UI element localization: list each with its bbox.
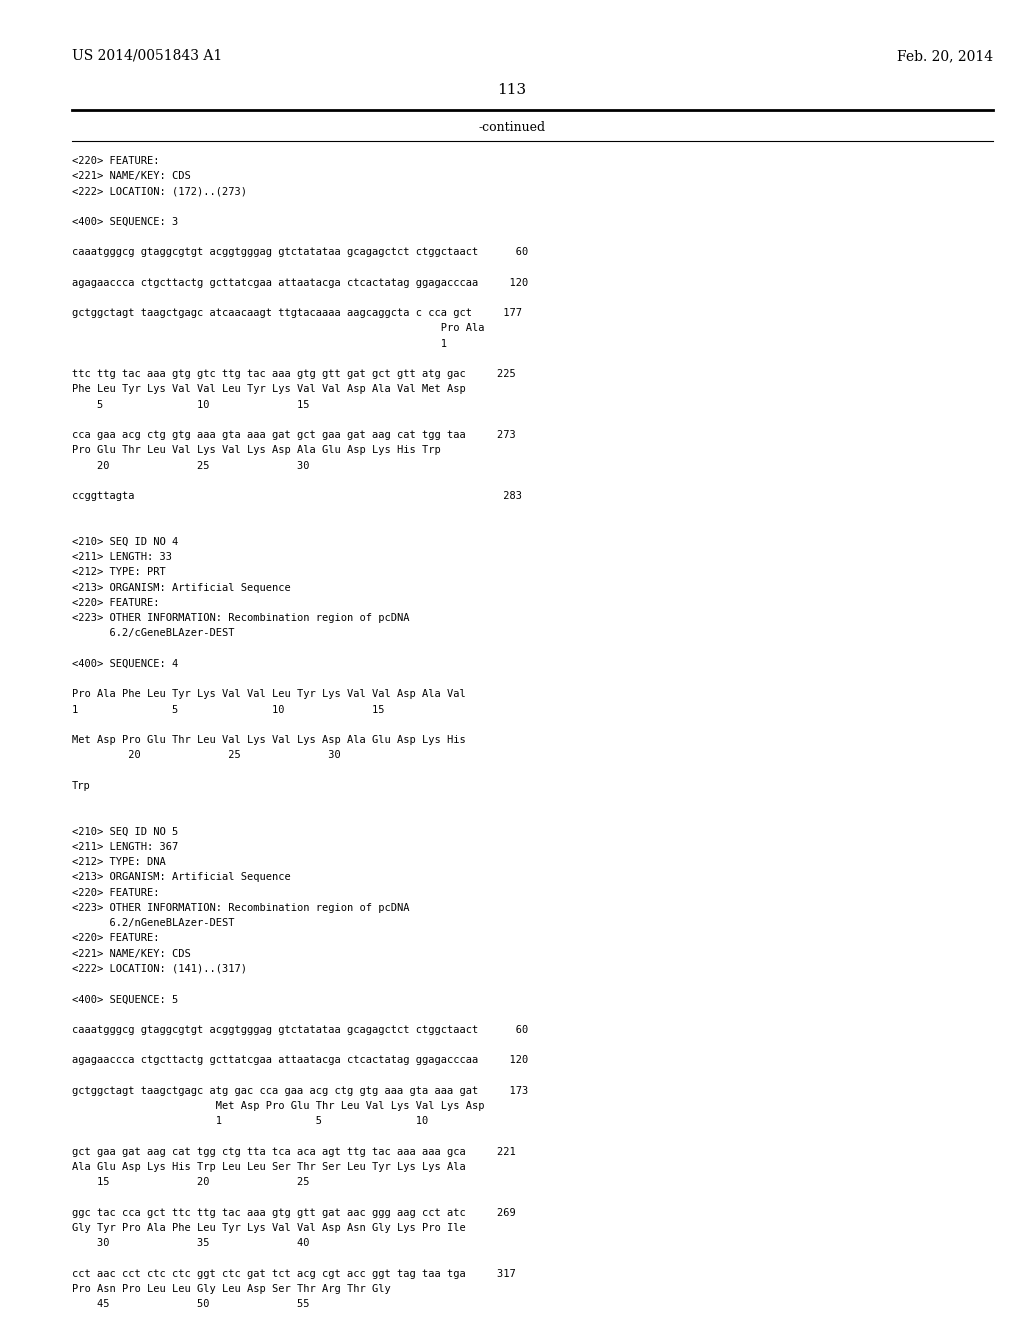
Text: <211> LENGTH: 33: <211> LENGTH: 33 — [72, 552, 172, 562]
Text: <210> SEQ ID NO 4: <210> SEQ ID NO 4 — [72, 537, 178, 546]
Text: <212> TYPE: DNA: <212> TYPE: DNA — [72, 857, 166, 867]
Text: <220> FEATURE:: <220> FEATURE: — [72, 933, 159, 944]
Text: Pro Asn Pro Leu Leu Gly Leu Asp Ser Thr Arg Thr Gly: Pro Asn Pro Leu Leu Gly Leu Asp Ser Thr … — [72, 1284, 390, 1294]
Text: Pro Glu Thr Leu Val Lys Val Lys Asp Ala Glu Asp Lys His Trp: Pro Glu Thr Leu Val Lys Val Lys Asp Ala … — [72, 445, 440, 455]
Text: caaatgggcg gtaggcgtgt acggtgggag gtctatataa gcagagctct ctggctaact      60: caaatgggcg gtaggcgtgt acggtgggag gtctata… — [72, 247, 528, 257]
Text: <213> ORGANISM: Artificial Sequence: <213> ORGANISM: Artificial Sequence — [72, 582, 291, 593]
Text: <221> NAME/KEY: CDS: <221> NAME/KEY: CDS — [72, 949, 190, 958]
Text: <222> LOCATION: (172)..(273): <222> LOCATION: (172)..(273) — [72, 186, 247, 197]
Text: Gly Tyr Pro Ala Phe Leu Tyr Lys Val Val Asp Asn Gly Lys Pro Ile: Gly Tyr Pro Ala Phe Leu Tyr Lys Val Val … — [72, 1222, 466, 1233]
Text: gctggctagt taagctgagc atg gac cca gaa acg ctg gtg aaa gta aaa gat     173: gctggctagt taagctgagc atg gac cca gaa ac… — [72, 1086, 528, 1096]
Text: <400> SEQUENCE: 3: <400> SEQUENCE: 3 — [72, 216, 178, 227]
Text: 45              50              55: 45 50 55 — [72, 1299, 309, 1309]
Text: <220> FEATURE:: <220> FEATURE: — [72, 887, 159, 898]
Text: 5               10              15: 5 10 15 — [72, 400, 309, 409]
Text: <400> SEQUENCE: 5: <400> SEQUENCE: 5 — [72, 994, 178, 1005]
Text: cca gaa acg ctg gtg aaa gta aaa gat gct gaa gat aag cat tgg taa     273: cca gaa acg ctg gtg aaa gta aaa gat gct … — [72, 430, 515, 440]
Text: 1               5               10: 1 5 10 — [72, 1117, 428, 1126]
Text: <211> LENGTH: 367: <211> LENGTH: 367 — [72, 842, 178, 851]
Text: 1: 1 — [72, 339, 446, 348]
Text: <212> TYPE: PRT: <212> TYPE: PRT — [72, 568, 166, 577]
Text: Met Asp Pro Glu Thr Leu Val Lys Val Lys Asp: Met Asp Pro Glu Thr Leu Val Lys Val Lys … — [72, 1101, 484, 1111]
Text: cct aac cct ctc ctc ggt ctc gat tct acg cgt acc ggt tag taa tga     317: cct aac cct ctc ctc ggt ctc gat tct acg … — [72, 1269, 515, 1279]
Text: agagaaccca ctgcttactg gcttatcgaa attaatacga ctcactatag ggagacccaa     120: agagaaccca ctgcttactg gcttatcgaa attaata… — [72, 277, 528, 288]
Text: gctggctagt taagctgagc atcaacaagt ttgtacaaaa aagcaggcta c cca gct     177: gctggctagt taagctgagc atcaacaagt ttgtaca… — [72, 308, 521, 318]
Text: <220> FEATURE:: <220> FEATURE: — [72, 156, 159, 166]
Text: ccggttagta                                                           283: ccggttagta 283 — [72, 491, 521, 502]
Text: <221> NAME/KEY: CDS: <221> NAME/KEY: CDS — [72, 172, 190, 181]
Text: Feb. 20, 2014: Feb. 20, 2014 — [897, 49, 993, 63]
Text: ttc ttg tac aaa gtg gtc ttg tac aaa gtg gtt gat gct gtt atg gac     225: ttc ttg tac aaa gtg gtc ttg tac aaa gtg … — [72, 370, 515, 379]
Text: 6.2/nGeneBLAzer-DEST: 6.2/nGeneBLAzer-DEST — [72, 917, 234, 928]
Text: 1               5               10              15: 1 5 10 15 — [72, 705, 384, 714]
Text: 20              25              30: 20 25 30 — [72, 461, 309, 471]
Text: Trp: Trp — [72, 781, 90, 791]
Text: <213> ORGANISM: Artificial Sequence: <213> ORGANISM: Artificial Sequence — [72, 873, 291, 882]
Text: -continued: -continued — [478, 121, 546, 135]
Text: Pro Ala: Pro Ala — [72, 323, 484, 334]
Text: <220> FEATURE:: <220> FEATURE: — [72, 598, 159, 609]
Text: 20              25              30: 20 25 30 — [72, 750, 340, 760]
Text: Met Asp Pro Glu Thr Leu Val Lys Val Lys Asp Ala Glu Asp Lys His: Met Asp Pro Glu Thr Leu Val Lys Val Lys … — [72, 735, 466, 744]
Text: Pro Ala Phe Leu Tyr Lys Val Val Leu Tyr Lys Val Val Asp Ala Val: Pro Ala Phe Leu Tyr Lys Val Val Leu Tyr … — [72, 689, 466, 700]
Text: 15              20              25: 15 20 25 — [72, 1177, 309, 1187]
Text: 113: 113 — [498, 83, 526, 98]
Text: <223> OTHER INFORMATION: Recombination region of pcDNA: <223> OTHER INFORMATION: Recombination r… — [72, 903, 410, 913]
Text: agagaaccca ctgcttactg gcttatcgaa attaatacga ctcactatag ggagacccaa     120: agagaaccca ctgcttactg gcttatcgaa attaata… — [72, 1055, 528, 1065]
Text: 30              35              40: 30 35 40 — [72, 1238, 309, 1249]
Text: gct gaa gat aag cat tgg ctg tta tca aca agt ttg tac aaa aaa gca     221: gct gaa gat aag cat tgg ctg tta tca aca … — [72, 1147, 515, 1156]
Text: 6.2/cGeneBLAzer-DEST: 6.2/cGeneBLAzer-DEST — [72, 628, 234, 639]
Text: caaatgggcg gtaggcgtgt acggtgggag gtctatataa gcagagctct ctggctaact      60: caaatgggcg gtaggcgtgt acggtgggag gtctata… — [72, 1024, 528, 1035]
Text: <222> LOCATION: (141)..(317): <222> LOCATION: (141)..(317) — [72, 964, 247, 974]
Text: <400> SEQUENCE: 4: <400> SEQUENCE: 4 — [72, 659, 178, 669]
Text: ggc tac cca gct ttc ttg tac aaa gtg gtt gat aac ggg aag cct atc     269: ggc tac cca gct ttc ttg tac aaa gtg gtt … — [72, 1208, 515, 1218]
Text: <223> OTHER INFORMATION: Recombination region of pcDNA: <223> OTHER INFORMATION: Recombination r… — [72, 612, 410, 623]
Text: Phe Leu Tyr Lys Val Val Leu Tyr Lys Val Val Asp Ala Val Met Asp: Phe Leu Tyr Lys Val Val Leu Tyr Lys Val … — [72, 384, 466, 395]
Text: Ala Glu Asp Lys His Trp Leu Leu Ser Thr Ser Leu Tyr Lys Lys Ala: Ala Glu Asp Lys His Trp Leu Leu Ser Thr … — [72, 1162, 466, 1172]
Text: <210> SEQ ID NO 5: <210> SEQ ID NO 5 — [72, 826, 178, 837]
Text: US 2014/0051843 A1: US 2014/0051843 A1 — [72, 49, 222, 63]
